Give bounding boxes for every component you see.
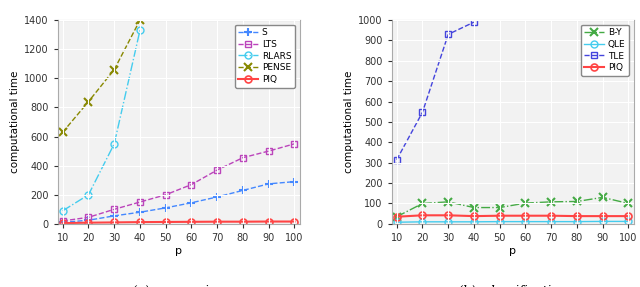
- S: [136, 210, 144, 214]
- Line: PIQ: PIQ: [60, 218, 298, 227]
- PENSE: [59, 130, 67, 134]
- X-axis label: p: p: [175, 246, 182, 256]
- PIQ: [625, 214, 632, 218]
- B-Y: [599, 196, 607, 199]
- B-Y: [470, 206, 478, 209]
- Line: TLE: TLE: [394, 19, 477, 162]
- PIQ: [213, 220, 221, 223]
- Line: B-Y: B-Y: [392, 193, 632, 221]
- PIQ: [59, 221, 67, 225]
- B-Y: [444, 200, 452, 203]
- Line: QLE: QLE: [393, 218, 632, 226]
- Y-axis label: computational time: computational time: [10, 71, 20, 173]
- QLE: [599, 220, 607, 223]
- PIQ: [522, 214, 529, 218]
- S: [59, 221, 67, 224]
- QLE: [470, 220, 478, 224]
- Y-axis label: computational time: computational time: [344, 71, 354, 173]
- Text: (b)  classification: (b) classification: [458, 285, 567, 287]
- S: [265, 182, 273, 186]
- S: [213, 195, 221, 199]
- LTS: [84, 216, 92, 219]
- S: [291, 180, 298, 183]
- B-Y: [625, 202, 632, 205]
- LTS: [111, 208, 118, 211]
- PIQ: [599, 214, 607, 218]
- B-Y: [522, 201, 529, 205]
- S: [84, 218, 92, 222]
- PIQ: [291, 220, 298, 223]
- LTS: [265, 149, 273, 153]
- Text: (a)  regression: (a) regression: [132, 285, 225, 287]
- LTS: [59, 219, 67, 223]
- PIQ: [496, 214, 504, 218]
- Line: PIQ: PIQ: [393, 212, 632, 220]
- LTS: [291, 142, 298, 146]
- Legend: B-Y, QLE, TLE, PIQ: B-Y, QLE, TLE, PIQ: [580, 25, 629, 76]
- S: [111, 214, 118, 218]
- LTS: [239, 156, 247, 159]
- PIQ: [136, 220, 144, 224]
- Line: LTS: LTS: [60, 141, 297, 224]
- S: [239, 189, 247, 192]
- PENSE: [111, 68, 118, 71]
- B-Y: [573, 200, 580, 203]
- PIQ: [444, 214, 452, 217]
- PIQ: [547, 214, 555, 218]
- QLE: [419, 220, 426, 224]
- QLE: [573, 220, 580, 223]
- RLARS: [136, 28, 144, 32]
- RLARS: [59, 209, 67, 212]
- PIQ: [393, 215, 401, 218]
- RLARS: [111, 142, 118, 146]
- LTS: [136, 200, 144, 204]
- PIQ: [239, 220, 247, 223]
- QLE: [444, 220, 452, 224]
- TLE: [444, 33, 452, 36]
- B-Y: [419, 202, 426, 205]
- TLE: [419, 110, 426, 114]
- S: [188, 201, 195, 204]
- S: [162, 206, 170, 210]
- TLE: [393, 158, 401, 161]
- QLE: [496, 220, 504, 223]
- QLE: [522, 220, 529, 223]
- LTS: [188, 183, 195, 186]
- RLARS: [84, 193, 92, 197]
- LTS: [213, 168, 221, 172]
- B-Y: [547, 200, 555, 203]
- B-Y: [393, 215, 401, 218]
- PIQ: [419, 214, 426, 217]
- B-Y: [496, 206, 504, 209]
- LTS: [162, 193, 170, 197]
- QLE: [547, 220, 555, 223]
- PIQ: [111, 221, 118, 224]
- Legend: S, LTS, RLARS, PENSE, PIQ: S, LTS, RLARS, PENSE, PIQ: [235, 25, 295, 88]
- Line: RLARS: RLARS: [60, 27, 143, 214]
- X-axis label: p: p: [509, 246, 516, 256]
- PIQ: [265, 220, 273, 223]
- PENSE: [84, 100, 92, 103]
- TLE: [470, 20, 478, 24]
- PENSE: [136, 18, 144, 22]
- PIQ: [188, 220, 195, 224]
- PIQ: [573, 214, 580, 218]
- QLE: [393, 220, 401, 224]
- PIQ: [470, 214, 478, 218]
- Line: PENSE: PENSE: [59, 16, 144, 136]
- PIQ: [84, 221, 92, 224]
- QLE: [625, 220, 632, 223]
- PIQ: [162, 220, 170, 224]
- Line: S: S: [59, 177, 299, 226]
